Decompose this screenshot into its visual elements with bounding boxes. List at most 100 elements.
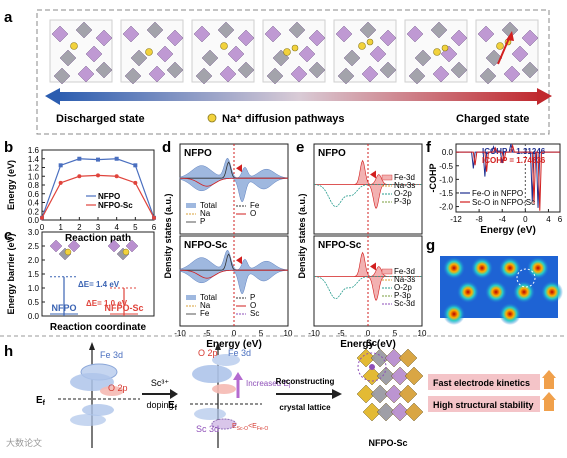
x-tick-label: 10	[418, 329, 427, 338]
increased-ef-label: Increased Ef	[246, 379, 291, 390]
polyhedron	[130, 49, 148, 67]
x-tick-label: 5	[133, 223, 138, 232]
density-blob	[541, 281, 563, 303]
y-tick-label: 1.0	[28, 172, 40, 181]
y-tick-label: 1.2	[28, 164, 40, 173]
legend-label: Total	[200, 201, 217, 210]
sc-highlight-circle	[357, 352, 387, 382]
y-tick-label: 0.0	[28, 312, 40, 321]
watermark: 大数论文	[6, 437, 42, 448]
lattice-polyhedron	[362, 402, 382, 422]
fe3d-label: Fe 3d	[100, 350, 123, 360]
polyhedron	[166, 61, 184, 79]
polyhedron	[477, 25, 495, 43]
total-dos-up	[179, 249, 289, 271]
y-tick-label: -0.5	[439, 162, 453, 171]
y-axis-label: Density states (a.u.)	[163, 193, 173, 278]
data-point	[152, 215, 156, 220]
lattice-polyhedron	[384, 348, 404, 368]
polyhedron	[479, 67, 497, 85]
legend-label: O-2p	[394, 189, 412, 198]
x-tick-label: -10	[308, 329, 320, 338]
density-blob	[513, 281, 535, 303]
x-tick-label: -5	[337, 329, 345, 338]
x-tick-label: -12	[450, 215, 462, 224]
x-tick-label: 4	[114, 223, 119, 232]
polyhedron	[359, 21, 377, 39]
polyhedron	[217, 21, 235, 39]
benefit-box-2	[428, 396, 540, 412]
chart-b: 0.00.20.40.60.81.01.21.41.6 0 1 2 3 4 5 6 Reacti…	[6, 146, 157, 244]
doping-top-label: Sc³⁺	[151, 378, 170, 388]
lattice-polyhedron	[376, 366, 396, 386]
sc-label: Sc	[366, 338, 377, 348]
x-tick-label: 0	[523, 215, 528, 224]
legend-label: Na-3s	[394, 275, 415, 284]
density-blob	[499, 303, 521, 325]
lattice-polyhedron	[404, 402, 424, 422]
icohp-label: ICOHP = 1.74636	[482, 156, 546, 165]
inset-polyhedron	[125, 239, 139, 253]
legend-label: P	[200, 217, 205, 226]
polyhedron	[124, 67, 142, 85]
lattice-polyhedron	[398, 348, 418, 368]
cohp-line	[456, 143, 560, 211]
panel-label-a: a	[4, 9, 13, 26]
data-point	[133, 163, 138, 168]
y-tick-label: 1.0	[28, 284, 40, 293]
legend-label: Fe	[250, 201, 260, 210]
lattice-polyhedron	[376, 402, 396, 422]
category-label: NFPO-Sc	[104, 303, 143, 313]
polyhedron	[290, 65, 308, 83]
y-tick-label: 0.6	[28, 190, 40, 199]
up-arrow-icon-1	[544, 376, 554, 389]
up-arrow-head-2	[542, 392, 556, 400]
legend-label: Na-3s	[394, 181, 415, 190]
polyhedron	[430, 21, 448, 39]
inset-polyhedron	[107, 239, 121, 253]
polyhedron	[432, 65, 450, 83]
fe3d-label-2: Fe 3d	[228, 348, 251, 358]
polyhedron	[195, 67, 213, 85]
doping-arrowhead	[170, 389, 178, 399]
y-tick-label: 0.2	[28, 207, 40, 216]
data-point	[114, 156, 119, 161]
panel-label-c: c	[4, 227, 12, 244]
ef-label-1: Ef	[36, 395, 46, 407]
x-tick-label: -8	[476, 215, 484, 224]
data-point	[58, 163, 63, 168]
total-dos-down	[179, 269, 289, 294]
y-axis-label: Density states (a.u.)	[297, 193, 307, 278]
polyhedron	[146, 21, 164, 39]
polyhedron	[379, 29, 397, 47]
panel-label-e: e	[296, 139, 304, 156]
polyhedron	[521, 29, 539, 47]
x-axis-label: Energy (eV)	[340, 339, 396, 350]
polyhedron	[408, 67, 426, 85]
benefit-text-2: High structural stability	[433, 400, 534, 410]
charge-density-blobs	[443, 257, 563, 325]
polyhedron	[379, 61, 397, 79]
category-label: NFPO	[51, 303, 76, 313]
polyhedron	[369, 45, 387, 63]
polyhedron	[95, 61, 113, 79]
y-tick-label: 0.5	[28, 298, 40, 307]
na-ion	[220, 42, 228, 50]
o2p-dos	[313, 184, 422, 208]
sc-atom	[369, 364, 375, 370]
inset-polyhedron	[67, 239, 81, 253]
x-tick-label: 5	[393, 329, 398, 338]
polyhedron	[450, 61, 468, 79]
x-tick-label: 6	[558, 215, 563, 224]
legend-label: O	[250, 209, 256, 218]
y-axis-label: -COHP	[428, 164, 438, 193]
y-tick-label: 1.5	[28, 270, 40, 279]
na-ion	[366, 38, 374, 46]
na-ion	[291, 44, 299, 52]
polyhedron	[450, 29, 468, 47]
lattice-polyhedron	[356, 348, 376, 368]
polyhedron	[337, 67, 355, 85]
subpanel-title: NFPO	[318, 148, 346, 159]
